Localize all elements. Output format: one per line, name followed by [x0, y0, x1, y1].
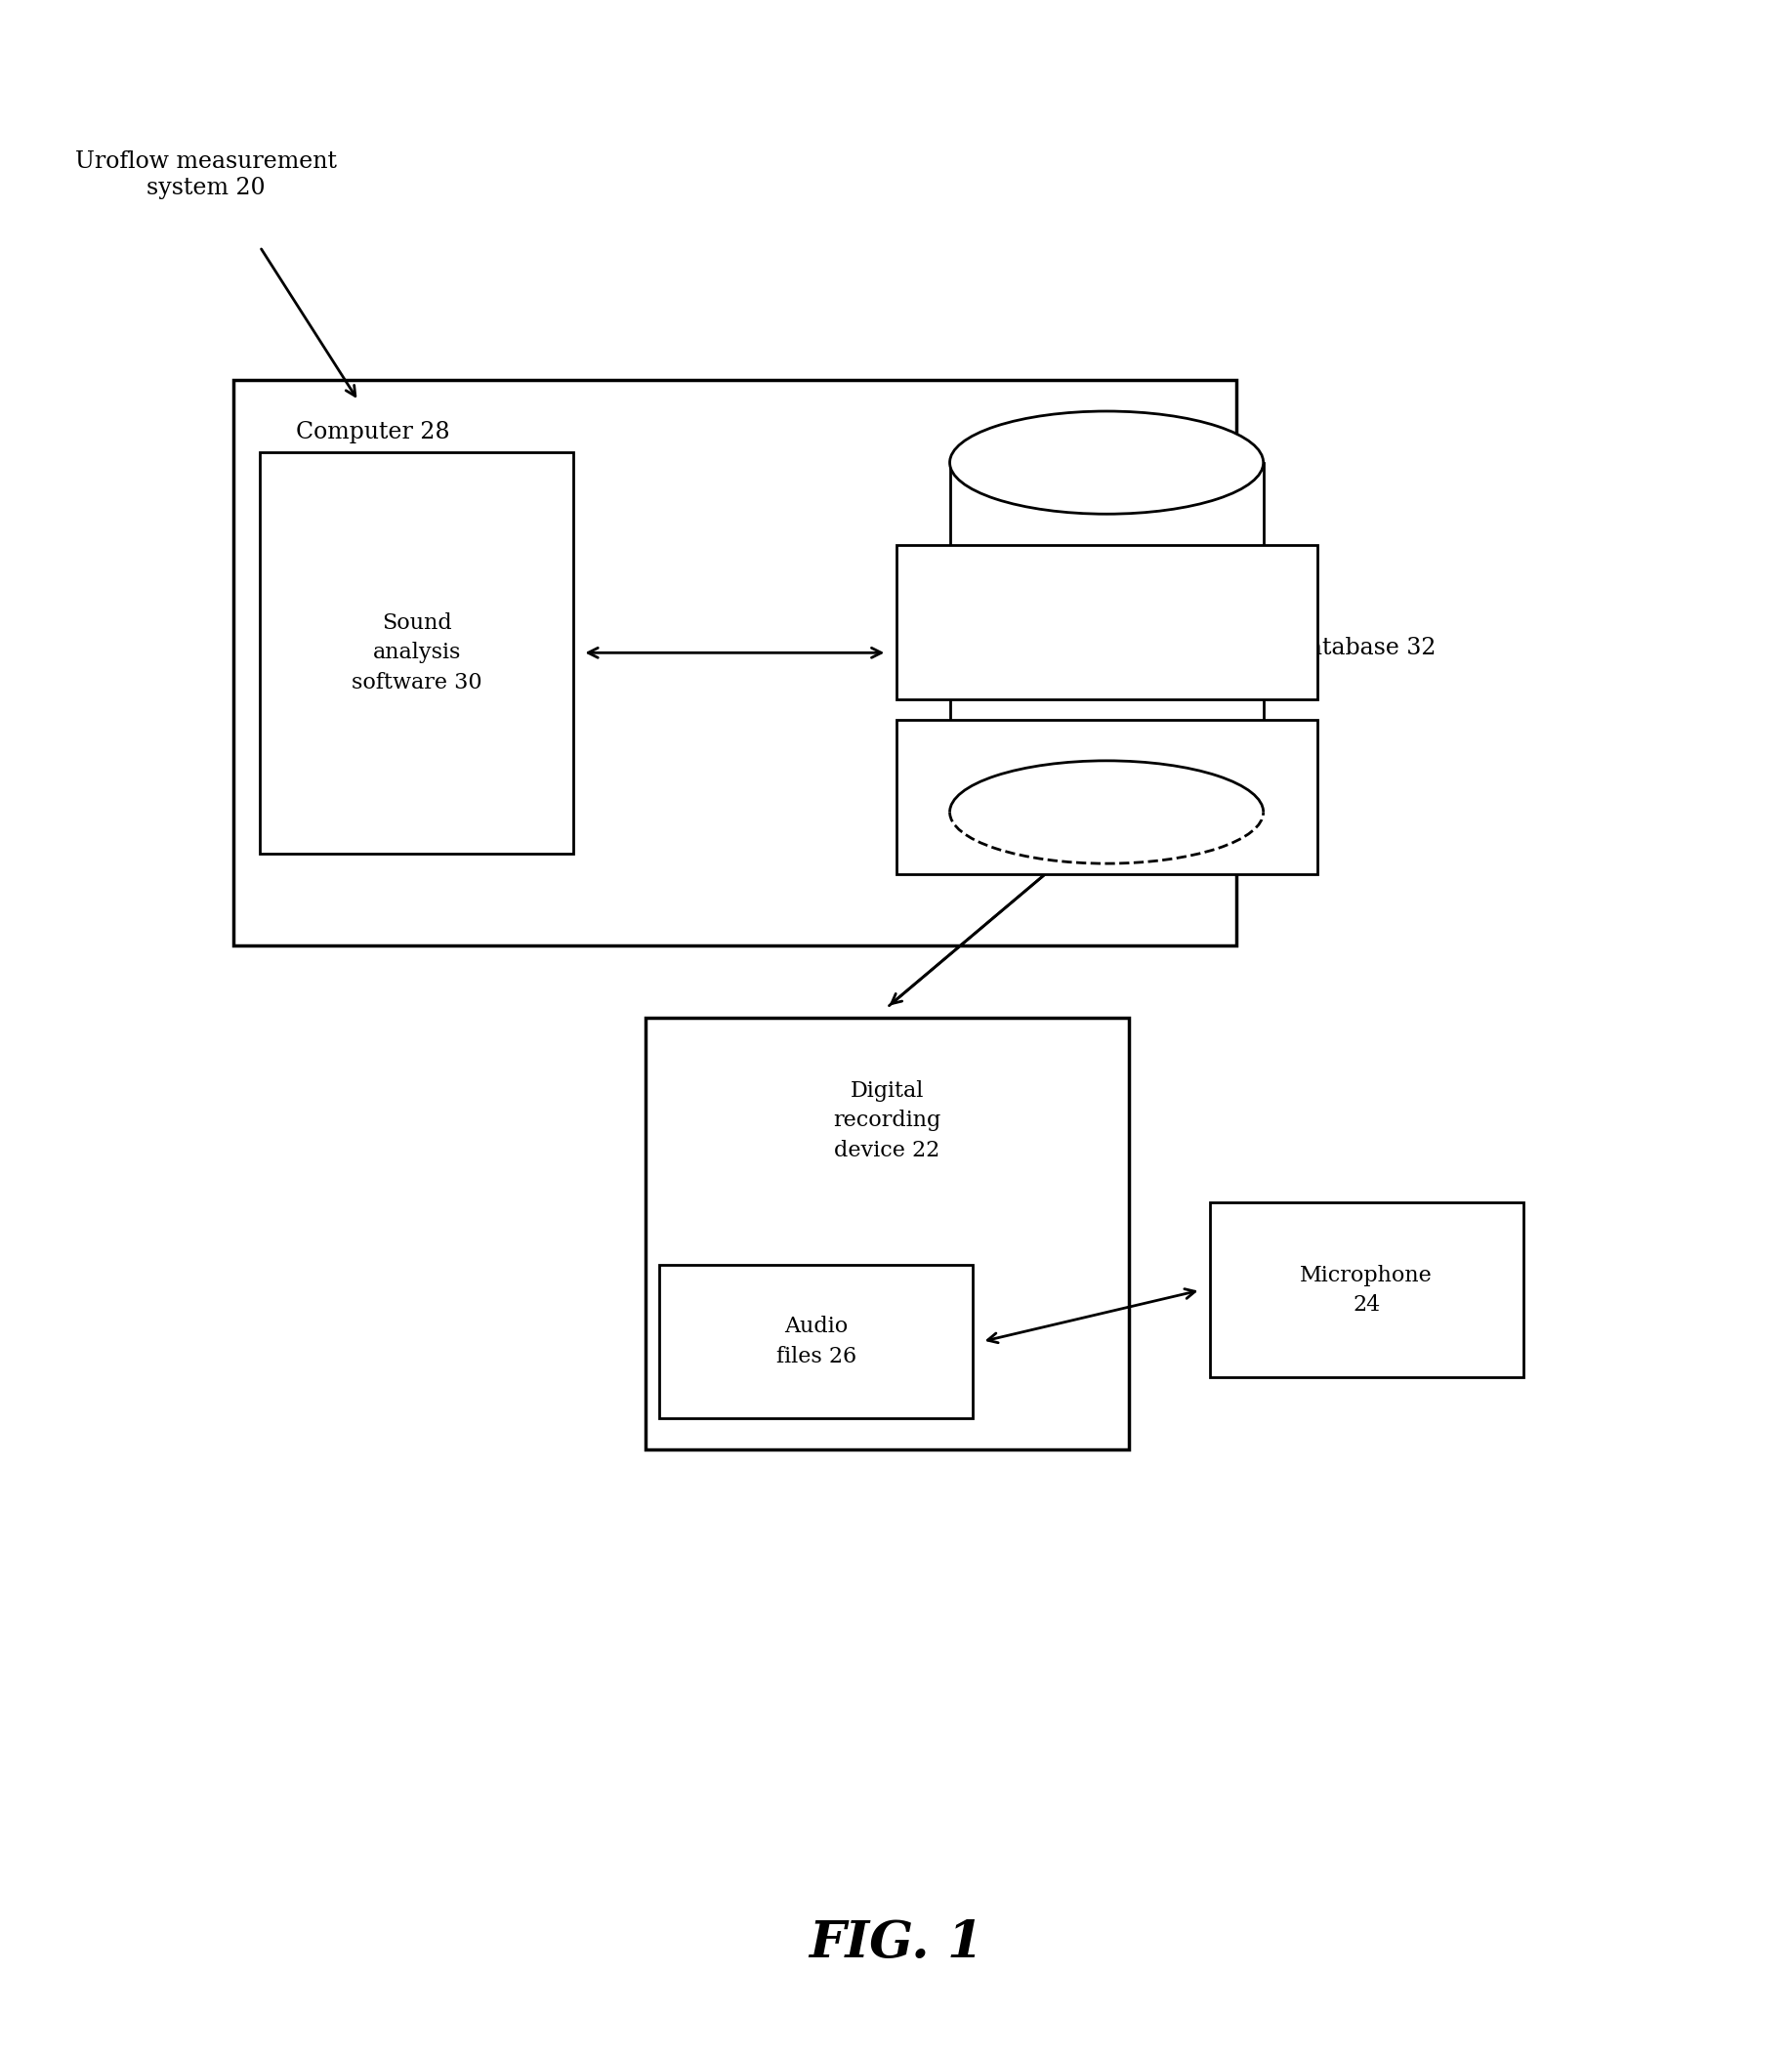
Text: Audio
files 26: Audio files 26: [776, 1316, 857, 1367]
Text: Audio
files 26': Audio files 26': [1063, 771, 1150, 822]
FancyBboxPatch shape: [260, 452, 573, 853]
FancyBboxPatch shape: [896, 720, 1317, 874]
Text: Results
files 34: Results files 34: [1066, 596, 1147, 648]
Text: Microphone
24: Microphone 24: [1301, 1264, 1432, 1316]
Text: Sound
analysis
software 30: Sound analysis software 30: [351, 613, 482, 693]
FancyBboxPatch shape: [233, 380, 1236, 946]
Text: Database 32: Database 32: [1290, 637, 1435, 658]
FancyBboxPatch shape: [659, 1264, 973, 1419]
Text: FIG. 1: FIG. 1: [808, 1918, 984, 1968]
FancyBboxPatch shape: [645, 1018, 1129, 1449]
FancyBboxPatch shape: [896, 545, 1317, 699]
Text: Uroflow measurement
system 20: Uroflow measurement system 20: [75, 150, 337, 199]
Text: Digital
recording
device 22: Digital recording device 22: [833, 1079, 941, 1162]
FancyBboxPatch shape: [950, 463, 1263, 812]
Text: Computer 28: Computer 28: [296, 421, 450, 442]
FancyBboxPatch shape: [1210, 1203, 1523, 1378]
Ellipse shape: [950, 411, 1263, 514]
